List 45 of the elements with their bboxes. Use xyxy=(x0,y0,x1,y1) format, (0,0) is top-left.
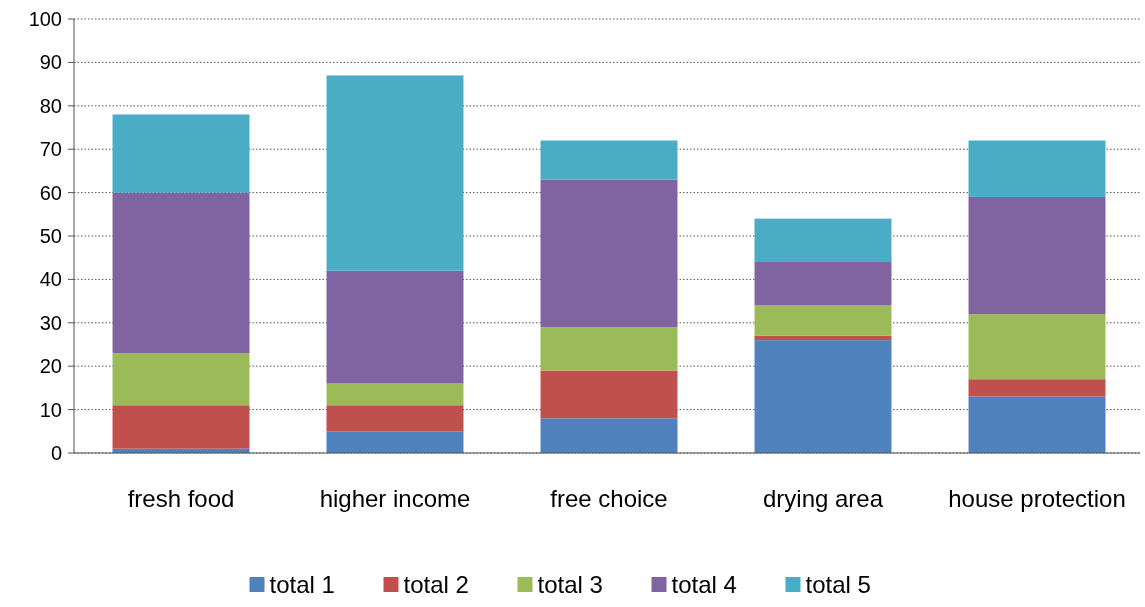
bar xyxy=(968,314,1106,380)
bar xyxy=(326,270,464,384)
bar xyxy=(754,305,892,336)
x-tick-label: higher income xyxy=(319,485,471,512)
y-tick-label: 20 xyxy=(39,355,62,378)
legend-label: total 1 xyxy=(269,571,335,599)
bar xyxy=(112,192,250,354)
bar xyxy=(754,340,892,453)
bar xyxy=(326,75,464,271)
y-tick-label: 40 xyxy=(39,268,62,291)
y-tick-label: 0 xyxy=(50,442,62,464)
bar xyxy=(540,370,678,419)
bar xyxy=(326,383,464,406)
bar xyxy=(754,218,892,263)
y-tick-label: 10 xyxy=(39,398,62,421)
bar xyxy=(326,405,464,432)
legend-label: total 4 xyxy=(671,571,737,599)
y-tick-label: 70 xyxy=(39,138,62,161)
bar xyxy=(540,327,678,371)
bar xyxy=(112,405,250,449)
x-tick-label: drying area xyxy=(762,485,884,512)
bar xyxy=(968,379,1106,397)
bar xyxy=(968,396,1106,453)
legend-label: total 3 xyxy=(537,571,603,599)
x-tick-label: house protection xyxy=(948,485,1126,512)
bar xyxy=(968,196,1106,315)
bar xyxy=(754,262,892,306)
bar xyxy=(540,140,678,180)
bar xyxy=(112,353,250,406)
bar xyxy=(326,431,464,453)
bar xyxy=(540,179,678,328)
bar xyxy=(540,418,678,453)
y-tick-label: 100 xyxy=(28,8,62,30)
bar xyxy=(754,335,892,341)
legend-label: total 2 xyxy=(403,571,469,599)
bar xyxy=(968,140,1106,197)
y-tick-label: 50 xyxy=(39,225,62,247)
x-tick-label: free choice xyxy=(550,485,668,512)
bar xyxy=(112,114,250,193)
y-tick-label: 60 xyxy=(39,181,62,204)
x-tick-label: fresh food xyxy=(127,485,235,512)
legend-label: total 5 xyxy=(805,571,871,599)
y-tick-label: 80 xyxy=(39,94,62,117)
y-tick-label: 30 xyxy=(39,311,62,334)
y-tick-label: 90 xyxy=(39,51,62,74)
